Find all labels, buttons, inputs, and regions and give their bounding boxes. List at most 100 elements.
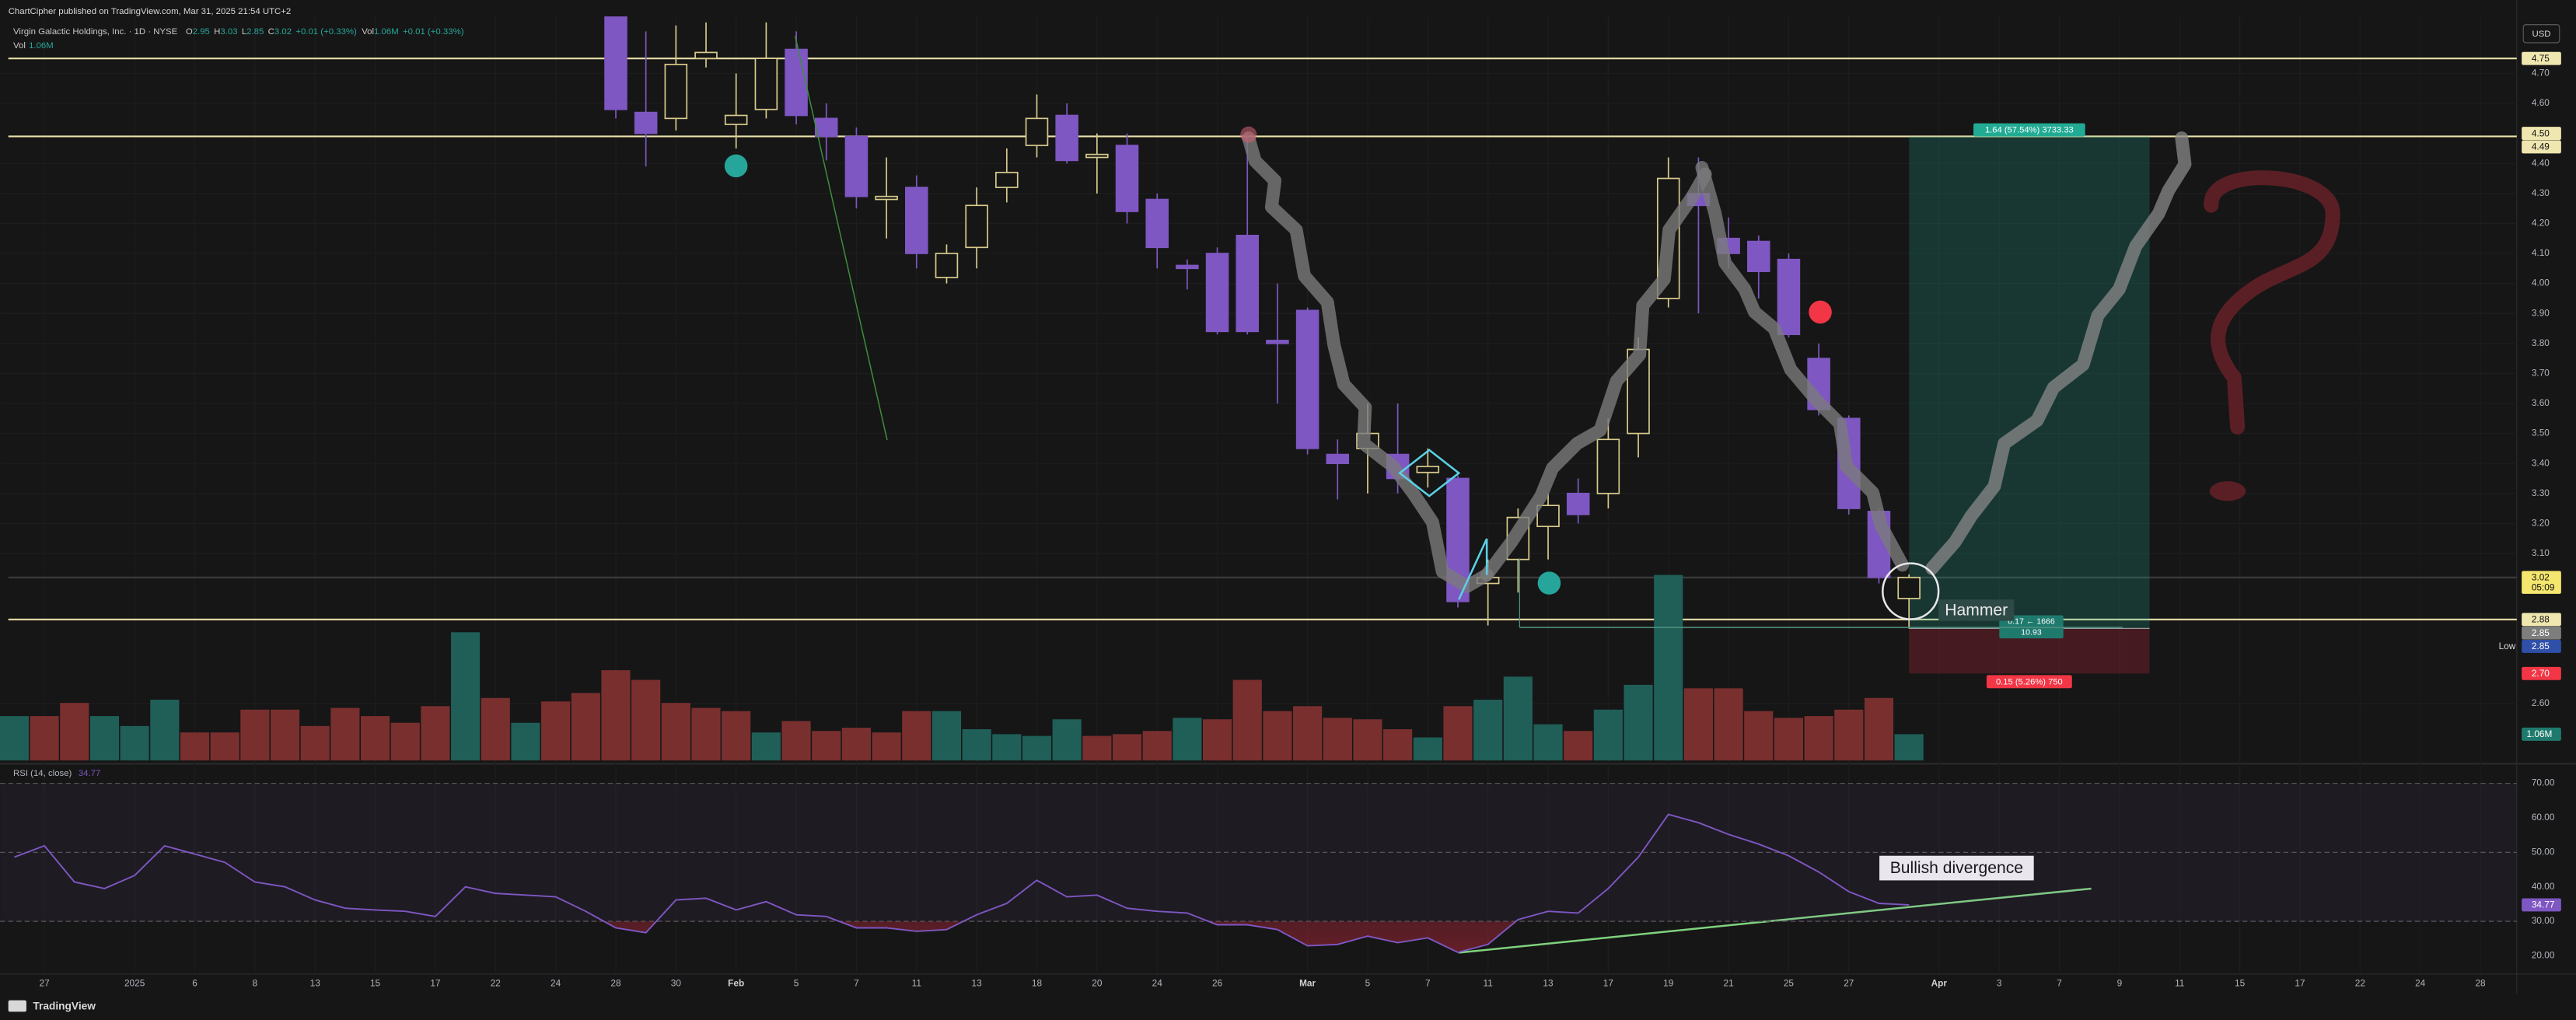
x-tick-label: 7 <box>2057 978 2062 989</box>
volume-bar <box>1744 711 1774 761</box>
rsi-line <box>14 813 1910 954</box>
volume-bar <box>1564 731 1593 761</box>
candle-body <box>1326 453 1350 464</box>
candle-body <box>814 117 838 138</box>
volume-bar <box>931 711 962 761</box>
x-tick-label: 30 <box>671 978 682 989</box>
volume-bar <box>631 679 661 761</box>
x-tick-label: 11 <box>912 978 921 989</box>
price-box-label: 2.70 <box>2532 668 2550 679</box>
price-box-label: 4.50 <box>2532 128 2550 138</box>
volume-bar <box>841 728 871 761</box>
volume-bar <box>661 703 690 761</box>
candle-body <box>995 171 1019 188</box>
candle-body <box>1897 576 1921 599</box>
x-tick-label: 13 <box>310 978 321 989</box>
signal-dot <box>1809 300 1832 324</box>
price-box-label: 2.88 <box>2532 614 2550 625</box>
price-box-label: 2.85 <box>2532 627 2550 638</box>
drawn-path <box>1242 131 1494 593</box>
x-tick-label: 22 <box>2355 978 2365 989</box>
candle-body <box>1266 340 1289 344</box>
x-tick-label: 24 <box>1152 978 1163 989</box>
volume-bar <box>240 709 270 761</box>
volume-bar <box>330 707 360 761</box>
volume-bar <box>1052 719 1082 761</box>
candle-body <box>905 187 928 254</box>
hammer-label: Hammer <box>1945 602 2008 620</box>
x-tick-label: 6 <box>192 978 197 989</box>
price-box <box>2522 51 2561 65</box>
x-tick-label: 17 <box>1603 978 1613 989</box>
volume-bar <box>872 732 901 761</box>
x-tick-label: 8 <box>253 978 258 989</box>
header: ChartCipher published on TradingView.com… <box>8 7 2560 1012</box>
y-tick-label: 3.70 <box>2532 367 2550 378</box>
signal-dot <box>724 154 748 178</box>
x-tick-label: 24 <box>2415 978 2426 989</box>
x-tick-label: 20 <box>1092 978 1103 989</box>
change: +0.01 (+0.33%) <box>295 27 357 37</box>
x-tick-label: 11 <box>1484 978 1493 989</box>
rsi-tick-label: 50.00 <box>2532 846 2555 857</box>
ohlc-value: 2.85 <box>246 27 264 37</box>
candle-body <box>1085 153 1109 159</box>
x-tick-label: Feb <box>728 978 744 989</box>
price-box <box>2522 613 2561 627</box>
change: +0.01 (+0.33%) <box>403 27 464 37</box>
y-tick-label: 4.30 <box>2532 187 2550 198</box>
rsi-value: 34.77 <box>79 769 101 778</box>
price-box <box>2522 127 2561 141</box>
candle-body <box>875 195 898 201</box>
target-label: 1.64 (57.54%) 3733.33 <box>1985 126 2074 135</box>
volume-bar <box>722 711 751 761</box>
grid <box>0 16 2517 973</box>
volume-bar <box>150 700 180 761</box>
candle-body <box>844 135 869 197</box>
y-tick-label: 3.60 <box>2532 397 2550 408</box>
axes: 27 2025 6 8 13 15 17 22 24 28 30 Feb 5 7 11 13 18 20 24 26 M… <box>40 51 2561 989</box>
x-tick-label: 18 <box>1032 978 1043 989</box>
candle-body <box>935 253 959 278</box>
candle-body <box>694 51 718 60</box>
volume-bar <box>421 706 450 761</box>
signal-dot <box>1240 126 1257 143</box>
x-tick-label: 7 <box>1425 978 1431 989</box>
volume-bar <box>1473 700 1503 761</box>
x-tick-label: Mar <box>1299 978 1316 989</box>
rsi-tick-label: 60.00 <box>2532 812 2555 823</box>
y-tick-label: 3.30 <box>2532 487 2550 498</box>
candle-body <box>604 16 627 110</box>
signal-dot <box>1537 571 1561 595</box>
ohlc-key: L <box>242 27 246 37</box>
y-tick-label: 4.10 <box>2532 247 2550 258</box>
pattern-marker <box>1398 449 1461 498</box>
volume-bar <box>481 697 510 761</box>
volume-bar <box>1654 575 1683 761</box>
divergence-label: Bullish divergence <box>1890 859 2023 877</box>
volume-legend: Vol 1.06M <box>13 41 54 51</box>
volume-bar <box>1503 676 1533 761</box>
vol-value: 1.06M <box>29 41 54 51</box>
candle-body <box>1205 253 1229 333</box>
volume-bar <box>1774 718 1804 761</box>
rsi-value-box <box>2522 898 2561 912</box>
legend: Virgin Galactic Holdings, Inc. · 1D · NY… <box>13 27 464 37</box>
candle-body <box>1055 114 1078 162</box>
drawn-path <box>1925 131 2192 575</box>
rsi-title-text: RSI (14, close) <box>13 769 72 778</box>
vol-key: Vol <box>13 41 26 51</box>
currency-box <box>2522 24 2560 44</box>
volume-bar <box>1864 697 1894 761</box>
volume-bar <box>1683 688 1713 761</box>
y-tick-label: 3.10 <box>2532 547 2550 558</box>
published-note: ChartCipher published on TradingView.com… <box>9 7 292 16</box>
x-tick-label: 24 <box>551 978 561 989</box>
price-box <box>2522 640 2561 653</box>
candle-body <box>664 64 688 120</box>
volume-bar <box>390 722 420 761</box>
x-tick-label: 17 <box>430 978 440 989</box>
x-tick-label: 25 <box>1784 978 1795 989</box>
x-tick-label: Apr <box>1931 978 1948 989</box>
